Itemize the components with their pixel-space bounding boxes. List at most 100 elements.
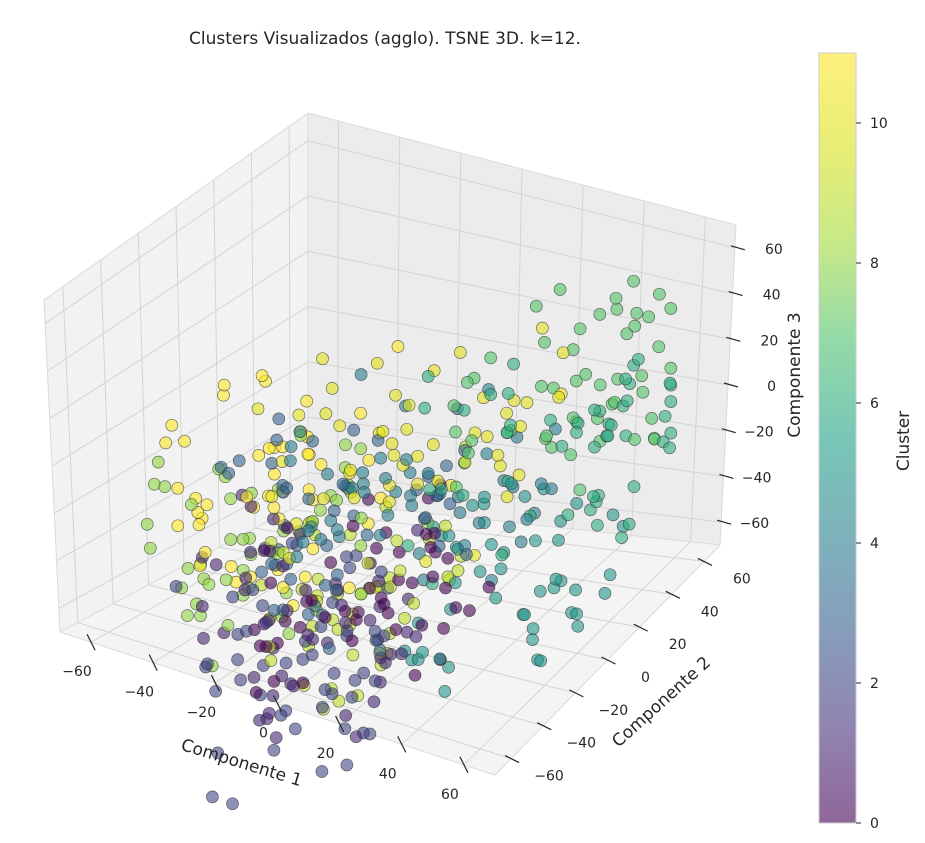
scatter-point <box>169 580 183 593</box>
scatter-point <box>249 686 263 699</box>
scatter-point <box>314 503 327 517</box>
scatter-point <box>181 562 195 575</box>
scatter-point <box>501 387 515 400</box>
scatter-point <box>252 449 266 462</box>
y-tick-label: 0 <box>641 670 650 686</box>
colorbar-tick-label: 4 <box>870 536 879 552</box>
scatter-point <box>372 574 385 588</box>
scatter-point <box>480 430 494 443</box>
scatter-point <box>408 668 422 682</box>
scatter-point <box>284 440 298 453</box>
scatter-point <box>385 437 399 450</box>
scatter-point <box>437 622 450 635</box>
x-tick-label: −20 <box>187 705 217 721</box>
scatter-point <box>663 441 676 455</box>
scatter-point <box>381 508 395 522</box>
scatter-point <box>305 593 319 607</box>
scatter-point <box>339 438 352 452</box>
scatter-point <box>257 544 271 557</box>
scatter-point <box>494 562 508 576</box>
scatter-point <box>556 346 570 360</box>
scatter-point <box>456 488 470 502</box>
scatter-point <box>354 368 368 381</box>
scatter-point <box>315 700 329 714</box>
scatter-point <box>518 490 532 503</box>
scatter-point <box>181 609 194 622</box>
scatter-point <box>416 645 429 659</box>
scatter-point <box>465 434 479 447</box>
scatter-point <box>390 534 404 548</box>
scatter-point <box>236 532 250 546</box>
y-tick-label: −60 <box>534 769 564 785</box>
scatter-point <box>561 508 575 522</box>
scatter-point <box>478 490 491 504</box>
scatter-point <box>387 448 401 462</box>
scatter-point <box>664 395 678 408</box>
colorbar-tick-label: 6 <box>870 396 879 412</box>
scatter-point <box>520 396 534 409</box>
scatter-point <box>588 403 601 417</box>
scatter-point <box>485 538 498 551</box>
scatter-point <box>345 690 359 704</box>
scatter-point <box>296 676 310 690</box>
x-tick-mark <box>272 695 283 712</box>
scatter-point <box>529 534 542 548</box>
z-tick-label: 0 <box>767 379 776 395</box>
scatter-point <box>222 466 236 480</box>
scatter-point <box>379 471 392 485</box>
scatter-point <box>384 580 397 594</box>
scatter-point <box>419 511 432 524</box>
scatter-point <box>284 572 298 586</box>
scatter-point <box>601 429 615 443</box>
scatter-point <box>451 564 465 577</box>
z-tick-label: −40 <box>742 470 772 486</box>
y-axis-ticks: −60 −40 −20 0 20 40 60 <box>504 557 751 785</box>
scatter-point <box>302 492 316 506</box>
scatter-point <box>185 498 198 511</box>
scatter-point <box>280 521 294 535</box>
scatter-point <box>491 448 505 462</box>
scatter-point <box>664 302 678 315</box>
scatter-point <box>327 667 341 680</box>
scatter-point <box>591 518 604 532</box>
scatter-point <box>346 648 360 662</box>
scatter-point <box>441 551 455 565</box>
scatter-point <box>507 357 520 371</box>
scatter-point <box>338 604 352 618</box>
scatter-point <box>593 308 607 321</box>
scatter-point <box>489 591 503 605</box>
scatter-point <box>503 520 516 534</box>
scatter-point <box>267 501 281 514</box>
scatter-point <box>642 310 656 324</box>
scatter-point <box>357 485 371 499</box>
scatter-point <box>526 633 539 646</box>
scatter-point <box>288 722 302 736</box>
scatter-point <box>609 291 623 305</box>
scatter-point <box>280 481 294 495</box>
scatter-point <box>466 499 479 512</box>
scatter-point <box>664 426 678 440</box>
scatter-point <box>573 483 587 497</box>
scatter-point <box>620 327 634 341</box>
scatter-point <box>593 378 607 392</box>
scatter-point <box>376 425 390 438</box>
scatter-point <box>343 561 357 575</box>
scatter-point <box>211 746 225 760</box>
scatter-point <box>653 287 666 301</box>
grid-line <box>307 306 729 386</box>
scatter-point <box>368 624 382 638</box>
z-tick-label: −60 <box>740 516 770 532</box>
z-tick-mark <box>728 290 743 297</box>
scatter-point <box>421 467 435 480</box>
scatter-point <box>226 590 240 604</box>
scatter-point <box>620 394 634 408</box>
scatter-point <box>198 546 212 559</box>
scatter-point <box>552 533 565 547</box>
scatter-point <box>201 657 214 671</box>
scatter-point <box>354 442 368 456</box>
scatter-point <box>419 527 433 541</box>
scatter-point <box>534 477 548 491</box>
scatter-point <box>251 402 265 416</box>
scatter-point <box>363 727 377 741</box>
y-tick-mark <box>665 590 681 599</box>
